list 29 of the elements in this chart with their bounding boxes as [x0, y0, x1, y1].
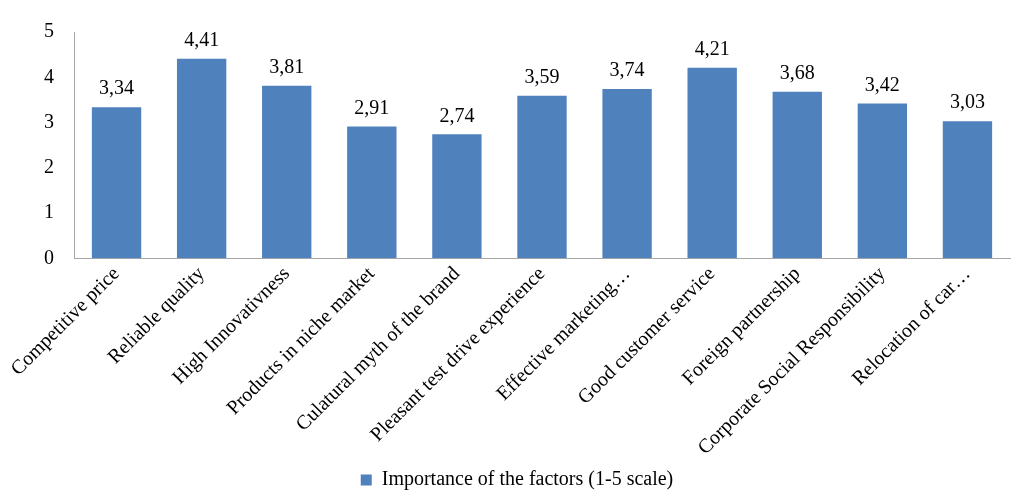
data-label: 4,41 — [184, 27, 220, 50]
data-label: 3,68 — [779, 61, 815, 83]
bar — [687, 67, 737, 259]
data-label: 3,81 — [269, 55, 305, 78]
bar — [857, 103, 908, 259]
data-label: 2,74 — [439, 103, 475, 126]
bar — [942, 121, 993, 259]
legend-label: Importance of the factors (1-5 scale) — [381, 467, 674, 491]
y-tick-label: 0 — [44, 245, 54, 268]
data-label: 4,21 — [694, 37, 730, 60]
y-tick-label: 3 — [44, 109, 54, 132]
data-label: 3,03 — [949, 90, 985, 113]
data-label: 3,74 — [609, 58, 645, 81]
data-label: 3,34 — [99, 76, 135, 99]
bar — [772, 91, 822, 259]
bar — [91, 107, 142, 259]
y-tick-label: 1 — [44, 200, 54, 223]
y-tick-label: 2 — [44, 155, 54, 178]
bar — [347, 126, 397, 259]
bar — [176, 58, 227, 259]
data-label: 3,59 — [524, 65, 560, 88]
y-tick-label: 4 — [44, 64, 54, 87]
bar — [517, 95, 567, 259]
bar — [262, 85, 312, 259]
bar — [432, 134, 482, 259]
data-label: 2,91 — [354, 95, 390, 118]
y-tick-label: 5 — [44, 19, 54, 42]
bar — [602, 89, 652, 259]
data-label: 3,42 — [864, 72, 900, 95]
